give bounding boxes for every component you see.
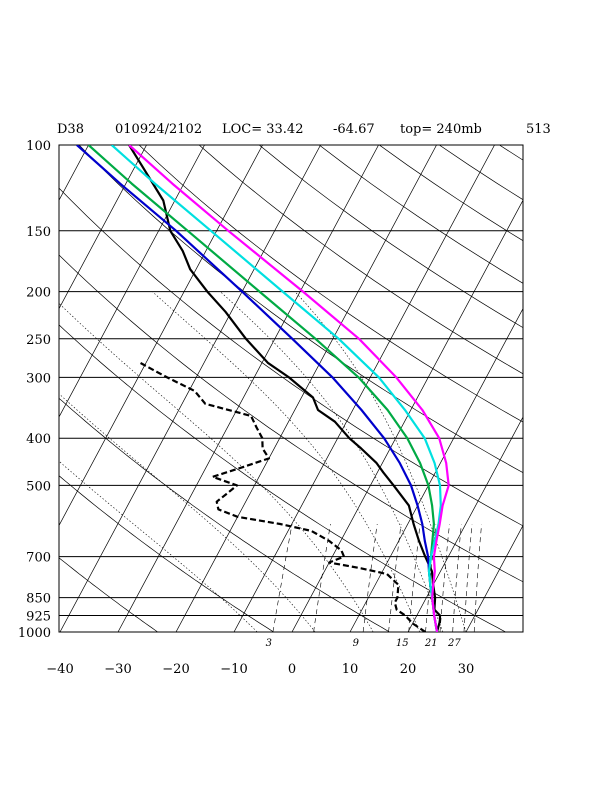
pressure-label: 250 [26, 333, 51, 348]
moist-adiabat [294, 291, 467, 632]
isotherm-line [582, 145, 612, 632]
dry-adiabat [59, 557, 158, 632]
pressure-label: 925 [26, 610, 51, 625]
header-number: 513 [526, 122, 551, 137]
profile-series-5 [110, 145, 442, 632]
temperature-tick-label: −40 [46, 662, 73, 677]
dry-adiabat [78, 145, 523, 474]
profile-series-2 [139, 361, 427, 632]
temperature-axis-labels: −40 −30 −20 −10 0 10 20 30 [46, 662, 474, 677]
pressure-label: 150 [26, 225, 51, 240]
mixing-ratio-label: 15 [396, 638, 409, 649]
isotherm-line [59, 145, 205, 418]
mixing-ratio-line [388, 523, 402, 632]
background-grid [59, 145, 612, 632]
isotherm-line [233, 145, 495, 632]
moist-adiabat [59, 302, 374, 632]
isotherm-line [117, 145, 379, 632]
mixing-ratio-line [473, 523, 482, 632]
profile-series-4 [87, 145, 439, 632]
sounding-profiles [76, 145, 450, 632]
temperature-tick-label: −10 [220, 662, 247, 677]
moist-adiabat [219, 291, 444, 632]
pressure-label: 200 [26, 286, 51, 301]
isotherm-line [59, 145, 263, 527]
temperature-tick-label: 10 [342, 662, 359, 677]
profile-series-6 [128, 145, 450, 632]
pressure-label: 500 [26, 479, 51, 494]
pressure-label: 850 [26, 592, 51, 607]
isotherm-line [59, 145, 147, 310]
isotherm-line [175, 145, 437, 632]
temperature-tick-label: 20 [400, 662, 417, 677]
pressure-label: 400 [26, 432, 51, 447]
pressure-label: 700 [26, 551, 51, 566]
mixing-ratio-line [313, 523, 331, 632]
mixing-ratio-line [463, 523, 473, 632]
isotherm-line [291, 199, 523, 632]
mixing-ratio-line [408, 523, 421, 632]
temperature-tick-label: −20 [162, 662, 189, 677]
plot-frame [58, 144, 524, 633]
mixing-ratio-line [439, 523, 450, 632]
pressure-label: 300 [26, 371, 51, 386]
temperature-tick-label: −30 [104, 662, 131, 677]
isobars [59, 144, 523, 633]
mixing-ratio-line [272, 523, 293, 632]
dry-adiabat [499, 145, 523, 161]
profile-series-3 [76, 145, 439, 632]
mixing-ratio-label: 9 [353, 638, 360, 649]
temperature-tick-label: 0 [288, 662, 296, 677]
pressure-label: 100 [26, 139, 51, 154]
mixing-ratio-label: 21 [424, 638, 438, 649]
isotherm-line [349, 307, 523, 632]
mixing-ratio-label: 27 [447, 638, 461, 649]
pressure-label: 1000 [18, 626, 51, 641]
header-location: LOC= 33.42 [222, 122, 303, 137]
isotherm-line [407, 416, 523, 632]
header-top: top= 240mb [400, 122, 482, 137]
dry-adiabat [258, 145, 523, 329]
dry-adiabat [379, 145, 523, 242]
temperature-tick-label: 30 [458, 662, 475, 677]
header-longitude: -64.67 [333, 122, 375, 137]
moist-adiabat [152, 291, 420, 632]
isotherm-line [465, 524, 523, 632]
isotherm-line [524, 145, 612, 632]
header-station: D38 [57, 122, 84, 137]
header-datetime: 010924/2102 [115, 122, 202, 137]
mixing-ratio-labels: 3 9 15 21 27 [266, 638, 462, 649]
mixing-ratio-label: 3 [266, 638, 272, 649]
moist-adiabat [59, 393, 316, 632]
mixing-ratio-line [452, 523, 462, 632]
mixing-ratio-line [362, 523, 378, 632]
